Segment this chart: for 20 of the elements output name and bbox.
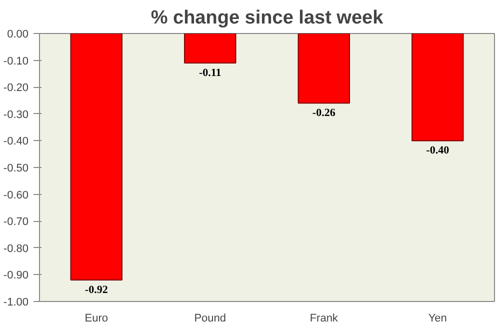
y-tick-label: -0.90 — [3, 270, 29, 282]
y-tick-label: -0.70 — [3, 216, 29, 228]
y-tick-label: 0.00 — [7, 28, 29, 40]
y-tick-label: -1.00 — [3, 296, 29, 308]
x-tick-label: Frank — [310, 312, 338, 324]
y-tick-label: -0.80 — [3, 242, 29, 255]
chart-title: % change since last week — [150, 8, 384, 28]
x-tick-label: Yen — [428, 312, 447, 324]
data-label: -0.26 — [312, 107, 336, 120]
y-tick-label: -0.60 — [3, 189, 29, 202]
y-tick-label: -0.10 — [3, 55, 29, 68]
x-tick-label: Euro — [84, 312, 108, 324]
x-tick-label: Pound — [194, 312, 226, 324]
y-tick-label: -0.20 — [3, 82, 29, 94]
data-label: -0.40 — [426, 144, 450, 157]
y-tick-label: -0.50 — [3, 162, 29, 174]
y-tick-label: -0.30 — [3, 108, 29, 121]
y-tick-label: -0.40 — [3, 136, 29, 148]
data-label: -0.92 — [84, 284, 108, 296]
data-label: -0.11 — [198, 66, 222, 79]
